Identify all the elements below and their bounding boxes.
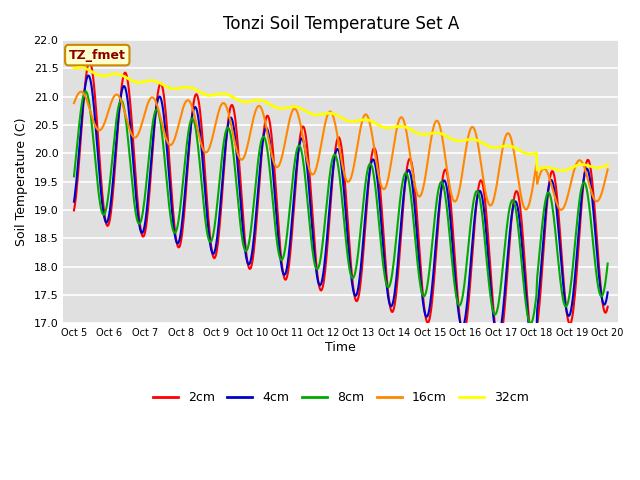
2cm: [136, 216, 143, 222]
32cm: [189, 86, 197, 92]
8cm: [422, 290, 429, 296]
16cm: [70, 100, 78, 106]
2cm: [70, 207, 78, 213]
2cm: [218, 198, 225, 204]
4cm: [189, 107, 197, 113]
2cm: [531, 352, 538, 358]
8cm: [70, 173, 78, 179]
16cm: [604, 167, 611, 172]
2cm: [604, 304, 611, 310]
16cm: [136, 129, 143, 134]
32cm: [559, 168, 566, 173]
8cm: [80, 92, 88, 97]
4cm: [530, 346, 538, 351]
Line: 2cm: 2cm: [74, 62, 607, 355]
4cm: [84, 73, 92, 79]
2cm: [422, 315, 429, 321]
4cm: [136, 222, 143, 228]
4cm: [604, 289, 611, 295]
4cm: [406, 170, 414, 176]
16cm: [422, 171, 429, 177]
32cm: [604, 162, 611, 168]
Title: Tonzi Soil Temperature Set A: Tonzi Soil Temperature Set A: [223, 15, 459, 33]
16cm: [81, 92, 88, 97]
32cm: [81, 65, 88, 71]
8cm: [604, 261, 611, 266]
Y-axis label: Soil Temperature (C): Soil Temperature (C): [15, 118, 28, 246]
4cm: [70, 199, 78, 204]
8cm: [527, 321, 534, 326]
X-axis label: Time: Time: [326, 341, 356, 354]
32cm: [406, 126, 414, 132]
4cm: [422, 313, 429, 319]
Line: 4cm: 4cm: [74, 76, 607, 348]
32cm: [76, 65, 84, 71]
32cm: [218, 91, 225, 96]
2cm: [189, 101, 197, 107]
Line: 32cm: 32cm: [74, 68, 607, 170]
16cm: [77, 89, 84, 95]
32cm: [422, 132, 429, 137]
2cm: [406, 156, 414, 162]
16cm: [218, 101, 225, 107]
4cm: [80, 96, 88, 102]
8cm: [189, 117, 197, 122]
8cm: [136, 221, 143, 227]
8cm: [406, 188, 414, 193]
16cm: [406, 153, 414, 159]
16cm: [557, 207, 564, 213]
Text: TZ_fmet: TZ_fmet: [69, 48, 125, 61]
2cm: [80, 98, 88, 104]
8cm: [82, 88, 90, 94]
Line: 16cm: 16cm: [74, 92, 607, 210]
4cm: [218, 186, 225, 192]
Legend: 2cm, 4cm, 8cm, 16cm, 32cm: 2cm, 4cm, 8cm, 16cm, 32cm: [148, 386, 534, 409]
2cm: [86, 59, 93, 65]
8cm: [218, 156, 225, 162]
Line: 8cm: 8cm: [74, 91, 607, 324]
16cm: [189, 109, 197, 115]
32cm: [70, 66, 78, 72]
32cm: [136, 80, 143, 85]
